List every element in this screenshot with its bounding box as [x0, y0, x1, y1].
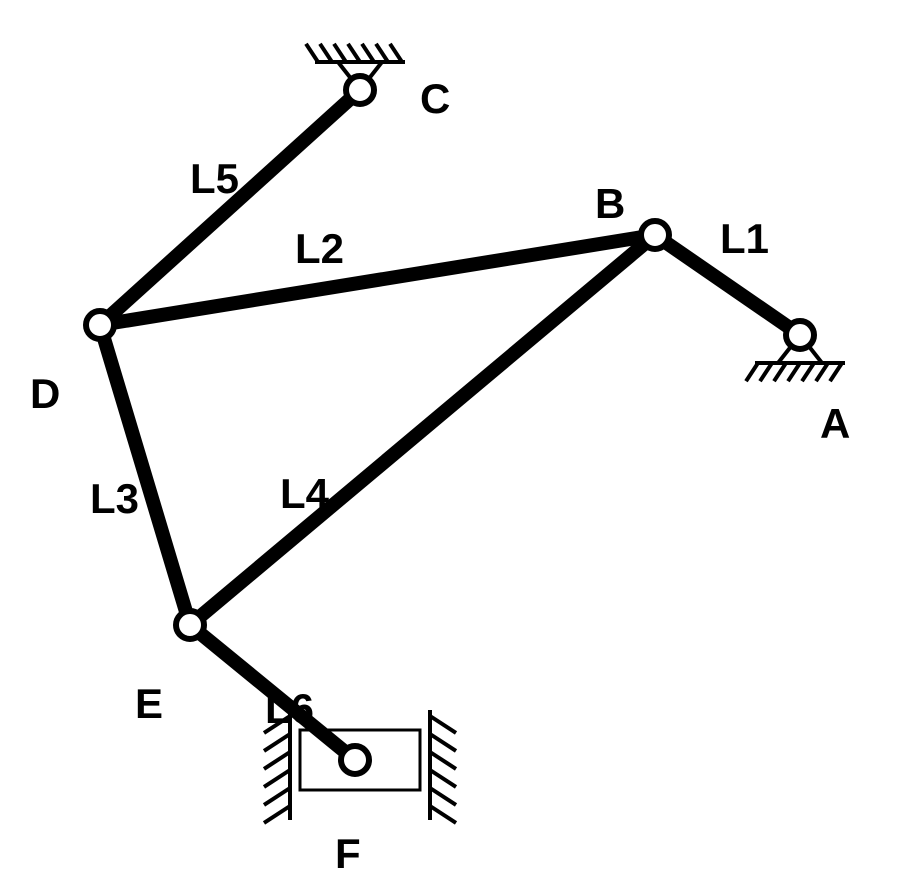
mechanism-svg — [0, 0, 904, 880]
link-label-l4: L4 — [280, 470, 329, 518]
node-label-d: D — [30, 370, 60, 418]
node-label-e: E — [135, 680, 163, 728]
node-label-a: A — [820, 400, 850, 448]
node-label-f: F — [335, 830, 361, 878]
link-label-l6: L6 — [265, 685, 314, 733]
link-label-l1: L1 — [720, 215, 769, 263]
node-label-b: B — [595, 180, 625, 228]
link-label-l5: L5 — [190, 155, 239, 203]
link-label-l3: L3 — [90, 475, 139, 523]
link-label-l2: L2 — [295, 225, 344, 273]
node-label-c: C — [420, 75, 450, 123]
